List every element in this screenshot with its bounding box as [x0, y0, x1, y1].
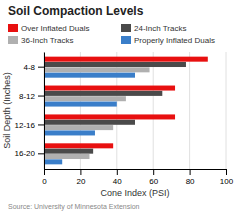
- legend-label: 24-Inch Tracks: [134, 24, 186, 33]
- legend-swatch: [121, 36, 131, 44]
- bar: [44, 143, 113, 148]
- legend-item: 36-Inch Tracks: [8, 36, 73, 45]
- bar: [44, 159, 62, 164]
- y-tick-mark: [38, 153, 44, 154]
- x-tick-label: 80: [186, 177, 195, 186]
- y-tick-mark: [38, 124, 44, 125]
- y-tick-label: 8-12: [19, 92, 36, 101]
- bar: [44, 91, 162, 96]
- x-tick: 60: [149, 169, 158, 186]
- y-tick-label: 12-16: [15, 121, 36, 130]
- x-axis-title: Cone Index (PSI): [100, 188, 169, 198]
- bar: [44, 125, 113, 130]
- y-axis-title: Soil Depth (Inches): [2, 72, 12, 149]
- x-tick-mark: [80, 169, 81, 175]
- grid-line: [153, 52, 154, 169]
- y-tick: 16-20: [15, 149, 44, 158]
- annotation: Source: University of Minnesota Extensio…: [8, 203, 140, 211]
- y-tick-label: 4-8: [23, 63, 35, 72]
- legend-item: Over Inflated Duals: [8, 24, 89, 33]
- y-axis-line: [44, 53, 45, 170]
- legend-label: Properly Inflated Duals: [134, 36, 215, 45]
- title: Soil Compaction Levels: [8, 4, 144, 18]
- grid-line: [189, 52, 190, 169]
- legend: Over Inflated Duals 24-Inch Tracks 36-Inch…: [8, 24, 215, 45]
- bar: [44, 67, 150, 72]
- legend-item: Properly Inflated Duals: [121, 36, 215, 45]
- y-tick: 12-16: [15, 121, 44, 130]
- legend-label: Over Inflated Duals: [21, 24, 89, 33]
- x-tick: 80: [186, 169, 195, 186]
- x-tick: 100: [220, 169, 234, 186]
- x-tick-mark: [226, 169, 227, 175]
- bars: [44, 57, 208, 165]
- x-axis: 0 20 40 60 80 100: [42, 169, 233, 186]
- bar: [44, 154, 90, 159]
- legend-swatch: [8, 36, 18, 44]
- x-tick: 40: [113, 169, 122, 186]
- grid-line: [226, 52, 227, 169]
- chart: Soil Compaction Levels 0 20 40 60 80 100 4-8 8-1…: [0, 0, 236, 213]
- grid-line: [44, 52, 45, 169]
- bar: [44, 57, 208, 62]
- bar: [44, 96, 126, 101]
- bar: [44, 86, 175, 91]
- grid: [44, 52, 226, 169]
- bar: [44, 62, 186, 67]
- x-tick-label: 0: [42, 177, 47, 186]
- bar: [44, 130, 95, 135]
- bar: [44, 120, 135, 125]
- x-tick-label: 100: [220, 177, 234, 186]
- bar: [44, 114, 175, 119]
- legend-swatch: [121, 24, 131, 32]
- bar: [44, 149, 93, 154]
- legend-item: 24-Inch Tracks: [121, 24, 186, 33]
- y-tick-mark: [38, 67, 44, 68]
- y-tick: 8-12: [19, 92, 44, 101]
- x-tick: 20: [76, 169, 85, 186]
- x-tick-mark: [153, 169, 154, 175]
- y-tick-mark: [38, 96, 44, 97]
- x-tick-label: 20: [76, 177, 85, 186]
- bar: [44, 102, 117, 107]
- x-tick-label: 60: [149, 177, 158, 186]
- x-tick-mark: [44, 169, 45, 175]
- x-axis-line: [45, 170, 227, 176]
- y-tick-label: 16-20: [15, 149, 36, 158]
- x-tick: 0: [42, 169, 47, 186]
- x-tick-mark: [117, 169, 118, 175]
- y-tick: 4-8: [23, 63, 44, 72]
- legend-swatch: [8, 24, 18, 32]
- legend-label: 36-Inch Tracks: [21, 36, 73, 45]
- bar: [44, 73, 135, 78]
- y-axis: 4-8 8-12 12-16 16-20: [15, 53, 45, 170]
- x-tick-label: 40: [113, 177, 122, 186]
- x-tick-mark: [190, 169, 191, 175]
